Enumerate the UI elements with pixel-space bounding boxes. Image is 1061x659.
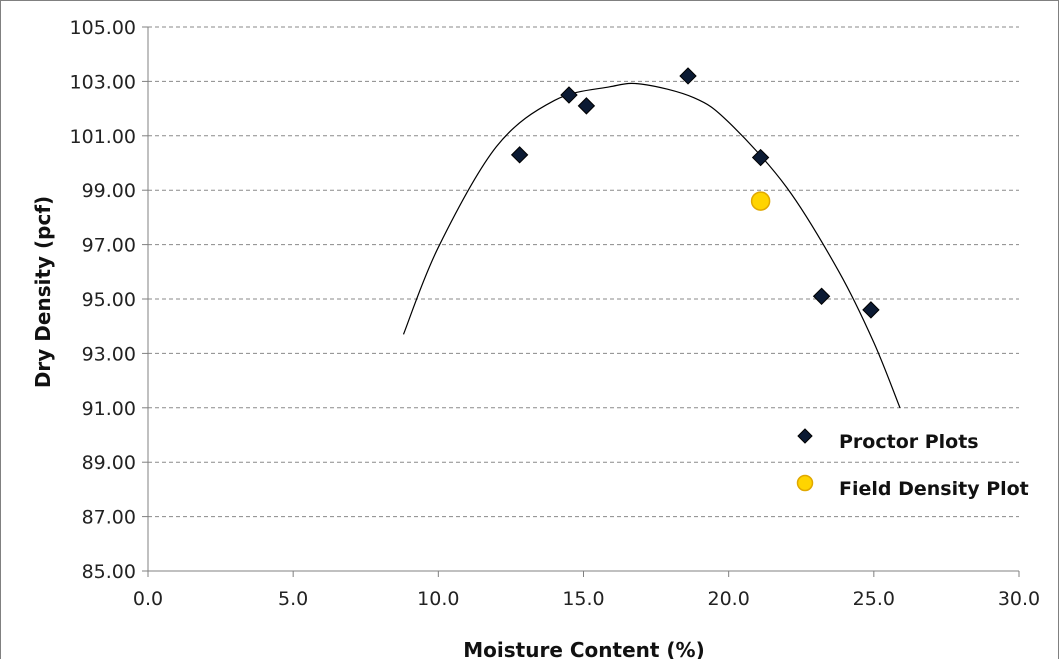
x-axis-title: Moisture Content (%) (463, 638, 704, 659)
y-tick-label: 95.00 (82, 289, 136, 311)
field-density-point (750, 191, 771, 211)
x-tick-label: 30.0 (998, 588, 1040, 610)
trendline-layer (402, 82, 901, 409)
x-tick-label: 25.0 (853, 588, 895, 610)
axes (142, 26, 1020, 577)
x-tick-labels: 0.0 5.0 10.0 15.0 20.0 25.0 30.0 (133, 588, 1040, 610)
proctor-point (679, 67, 697, 85)
y-tick-label: 85.00 (82, 561, 136, 583)
data-points (510, 67, 880, 319)
y-tick-label: 105.00 (70, 17, 136, 39)
legend: Proctor Plots Field Density Plot (796, 428, 1029, 500)
proctor-point (751, 148, 770, 167)
y-tick-label: 101.00 (70, 126, 136, 148)
x-tick-label: 10.0 (417, 588, 459, 610)
y-axis-title: Dry Density (pcf) (31, 196, 55, 388)
gridlines (148, 26, 1019, 518)
legend-field-density-marker (796, 474, 814, 492)
y-tick-label: 93.00 (82, 343, 136, 365)
x-tick-label: 20.0 (708, 588, 750, 610)
legend-proctor-marker (797, 428, 813, 444)
proctor-point (560, 86, 578, 104)
proctor-point (577, 97, 596, 115)
y-tick-label: 91.00 (82, 398, 136, 420)
y-tick-label: 97.00 (82, 235, 136, 257)
x-tick-label: 5.0 (278, 588, 308, 610)
x-tick-label: 15.0 (562, 588, 604, 610)
proctor-point (510, 146, 529, 164)
proctor-point (812, 287, 831, 305)
y-tick-label: 89.00 (82, 452, 136, 474)
x-tick-label: 0.0 (133, 588, 163, 610)
proctor-point (862, 301, 880, 319)
y-tick-label: 87.00 (82, 507, 136, 529)
y-tick-labels: 85.00 87.00 89.00 91.00 93.00 95.00 97.00 99.00… (70, 17, 136, 583)
legend-label-field-density: Field Density Plot (839, 478, 1029, 500)
y-tick-label: 99.00 (82, 180, 136, 202)
trendline (402, 82, 901, 409)
y-tick-label: 103.00 (70, 71, 136, 93)
legend-label-proctor: Proctor Plots (839, 431, 979, 453)
